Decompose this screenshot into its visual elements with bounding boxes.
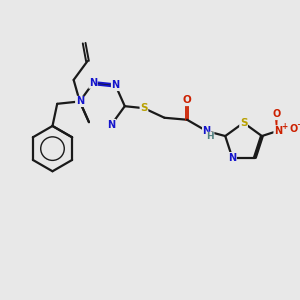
Text: H: H — [206, 132, 214, 141]
Text: O: O — [272, 110, 281, 119]
Text: +: + — [281, 122, 287, 130]
Text: S: S — [140, 103, 148, 113]
Text: S: S — [240, 118, 247, 128]
Text: N: N — [107, 119, 116, 130]
Text: N: N — [274, 126, 282, 136]
Text: N: N — [112, 80, 120, 91]
Text: −: − — [296, 120, 300, 129]
Text: N: N — [76, 96, 84, 106]
Text: O: O — [290, 124, 298, 134]
Text: N: N — [89, 78, 97, 88]
Text: O: O — [183, 95, 191, 106]
Text: N: N — [228, 153, 236, 163]
Text: N: N — [202, 126, 211, 136]
